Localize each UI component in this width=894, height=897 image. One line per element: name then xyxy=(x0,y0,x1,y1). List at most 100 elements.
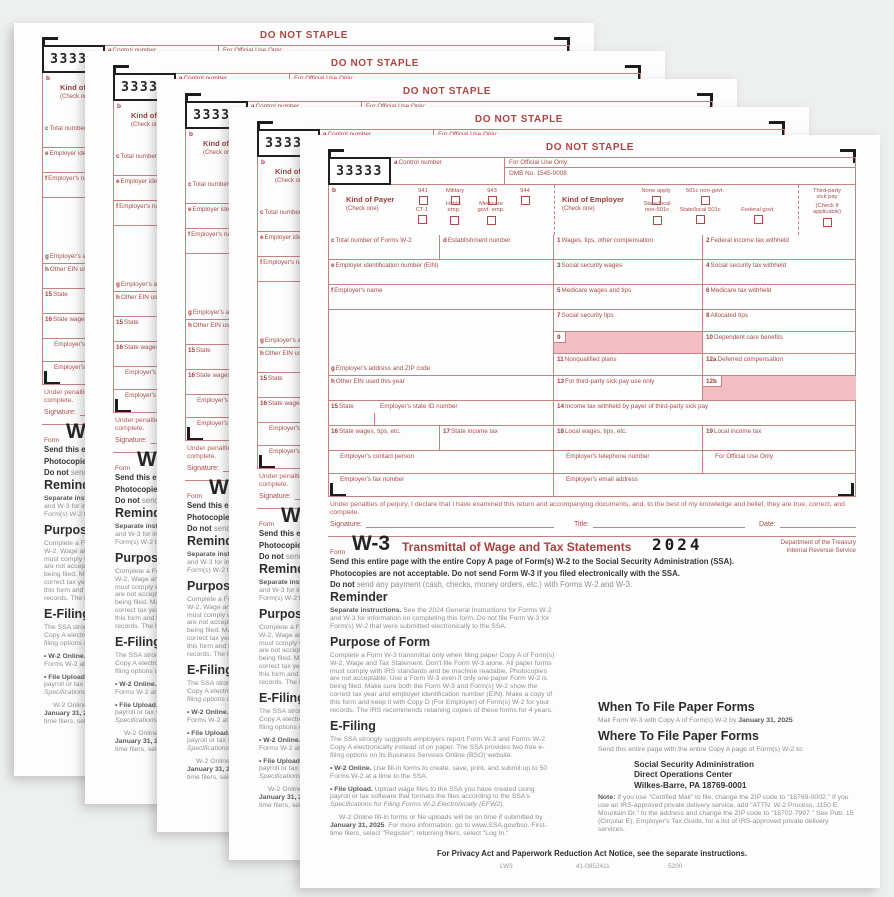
checkbox-501c-non-govt: 501c non-govt. xyxy=(680,188,730,206)
cell-state-id-number: Employer's state ID number xyxy=(380,403,458,410)
cell-employer-name: fEmployer's name xyxy=(328,285,554,310)
when-to-file-body: Mail Form W-3 with Copy A of Form(s) W-2… xyxy=(598,717,795,724)
intro-line-2: Photocopies are not acceptable. Do not s… xyxy=(330,568,680,578)
efiling-heading: E-Filing xyxy=(259,690,305,705)
cell-third-party-income-tax: 14Income tax withheld by payer of third-… xyxy=(554,401,856,426)
cell-local-wages: 18Local wages, tips, etc. xyxy=(554,426,703,451)
when-to-file-heading: When To File Paper Forms xyxy=(598,700,755,714)
checkbox-941-box xyxy=(418,196,428,206)
do-not-staple-warning: DO NOT STAPLE xyxy=(545,142,635,153)
do-not-staple-warning: DO NOT STAPLE xyxy=(330,58,420,69)
corner-bracket-top-right xyxy=(554,37,570,51)
do-not-staple-warning: DO NOT STAPLE xyxy=(259,30,349,41)
cell-official-use-2: For Official Use Only xyxy=(703,451,856,474)
kind-of-payer-subtitle: (Check one) xyxy=(275,178,308,184)
checkbox-hshld-emp: Hshld. emp. xyxy=(429,201,479,225)
checkbox-medicare-govt-emp: Medicare govt. emp. xyxy=(466,201,516,225)
corner-bracket-bottom-left xyxy=(187,427,203,441)
form-word: Form xyxy=(259,521,275,528)
kind-of-payer-title: Kind of Payer xyxy=(203,139,252,148)
corner-bracket-top-left xyxy=(328,149,344,163)
checkbox-944: 944 xyxy=(500,188,550,206)
corner-bracket-top-right xyxy=(697,93,713,107)
instructions-left-column: Reminder Separate instructions. See the … xyxy=(330,591,555,843)
title-line: Title: xyxy=(574,521,745,528)
perjury-declaration: Under penalties of perjury, I declare th… xyxy=(330,501,845,517)
corner-bracket-top-right xyxy=(625,65,641,79)
control-number-code: 33333 xyxy=(185,101,248,129)
kind-of-payer-title: Kind of Payer xyxy=(346,195,395,204)
cell-box12b-shaded: 12b xyxy=(703,376,856,401)
cell-medicare-tax: 6Medicare tax withheld xyxy=(703,285,856,310)
form-title: Transmittal of Wage and Tax Statements xyxy=(402,540,632,554)
box-b-label: b xyxy=(117,103,121,110)
checkbox-941: 941 xyxy=(398,188,448,206)
form-word: Form xyxy=(44,437,60,444)
control-number-code: 33333 xyxy=(328,157,391,185)
kind-of-payer-title: Kind of Payer xyxy=(131,111,180,120)
cell-total-forms-w2: cTotal number of Forms W-2 xyxy=(328,235,440,260)
cell-email-address: Employer's email address xyxy=(554,474,856,497)
w3-form-sheet: DO NOT STAPLE 33333 aControl number For … xyxy=(300,135,880,888)
purpose-heading: Purpose of Form xyxy=(330,634,431,649)
cell-official-use-only: For Official Use Only: OMB No. 1545-0008 xyxy=(505,157,856,185)
intro-line-1: Send this entire page with the entire Co… xyxy=(330,557,735,566)
print-code-lw3: LW3 xyxy=(500,863,513,870)
efiling-deadline: W-2 Online fill-in forms or file uploads… xyxy=(330,814,547,838)
efiling-heading: E-Filing xyxy=(115,634,161,649)
checkbox-military: Military xyxy=(430,188,480,206)
cell-ss-tips: 7Social security tips xyxy=(554,310,703,332)
efiling-bullet-file-upload: • File Upload. Upload wage files to the … xyxy=(330,785,535,809)
privacy-act-notice: For Privacy Act and Paperwork Reduction … xyxy=(436,849,748,858)
checkbox-941-label: 941 xyxy=(418,188,428,194)
tax-year: 2024 xyxy=(652,535,703,554)
cell-nonqualified-plans: 11Nonqualified plans xyxy=(554,354,703,376)
cell-medicare-wages: 5Medicare wages and tips xyxy=(554,285,703,310)
corner-bracket-bottom-left xyxy=(44,371,60,385)
treasury-department-label: Department of the Treasury Internal Reve… xyxy=(780,539,856,554)
date-line: Date: xyxy=(759,521,856,528)
cell-third-party-sick-pay-use: 13For third-party sick pay use only xyxy=(554,376,703,401)
intro-line-3: Do not send any payment (cash, checks, m… xyxy=(330,580,633,589)
corner-bracket-top-right xyxy=(840,149,856,163)
cell-state-wages: 16State wages, tips, etc. xyxy=(328,426,440,451)
print-code-ein: 41-0852411 xyxy=(576,863,610,870)
cell-wages-tips: 1Wages, tips, other compensation xyxy=(554,235,703,260)
efiling-body: The SSA strongly suggests employers repo… xyxy=(330,735,546,759)
cell-state-income-tax: 17State income tax xyxy=(440,426,554,451)
efiling-bullet-w2-online: • W-2 Online. Use fill-in forms to creat… xyxy=(330,764,548,780)
kind-of-payer-title: Kind of Payer xyxy=(275,167,323,176)
checkbox-federal-govt: Federal govt. xyxy=(733,207,783,225)
checkbox-state-local-non-501c: State/local non-501c xyxy=(632,201,682,225)
form-word: Form xyxy=(115,465,131,472)
kind-of-employer-subtitle: (Check one) xyxy=(562,206,595,212)
cell-control-number: aControl number xyxy=(391,157,505,185)
instructions-right-column: When To File Paper Forms Mail Form W-3 w… xyxy=(598,701,856,839)
cell-dependent-care: 10Dependent care benefits xyxy=(703,332,856,354)
cell-telephone-number: Employer's telephone number xyxy=(554,451,703,474)
cell-local-income-tax: 19Local income tax xyxy=(703,426,856,451)
box-b-label: b xyxy=(189,131,193,138)
print-code-5200: 5200 xyxy=(668,863,683,870)
signature-line: Signature: xyxy=(330,521,554,528)
corner-bracket-bottom-left xyxy=(259,455,275,469)
where-to-file-heading: Where To File Paper Forms xyxy=(598,728,759,743)
form-word: Form xyxy=(330,549,346,556)
cell-box9-shaded: 9 xyxy=(554,332,703,354)
payer-employer-divider xyxy=(554,185,555,235)
cell-fax-number: Employer's fax number xyxy=(328,474,554,497)
reminder-body: Separate instructions. See the 2024 Gene… xyxy=(330,607,552,630)
box-b-label: b xyxy=(332,187,336,194)
efiling-heading: E-Filing xyxy=(330,718,376,733)
checkbox-ct1: CT-1 xyxy=(397,207,447,225)
corner-bracket-bottom-left xyxy=(115,399,131,413)
corner-bracket-top-left xyxy=(42,37,58,51)
kind-of-payer-subtitle: (Check one) xyxy=(60,94,93,100)
third-party-divider xyxy=(798,185,799,235)
checkbox-third-party-sick-pay: Third-party sick pay (Check if applicabl… xyxy=(799,188,855,227)
certified-mail-note: Note: If you use "Certified Mail" to fil… xyxy=(598,794,854,833)
cell-allocated-tips: 8Allocated tips xyxy=(703,310,856,332)
form-word: Form xyxy=(187,493,203,500)
kind-of-payer-subtitle: (Check one) xyxy=(346,206,379,212)
